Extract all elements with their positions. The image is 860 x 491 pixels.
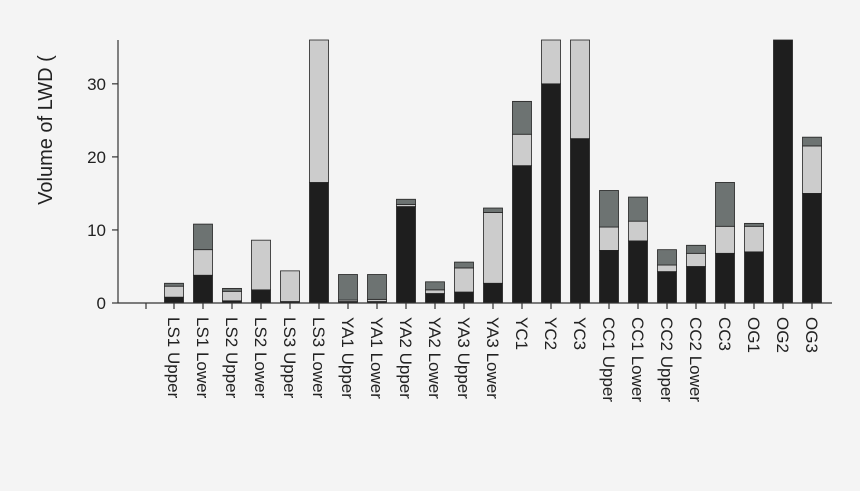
x-tick-label: YA2 Upper (396, 317, 415, 399)
x-tick-label: OG3 (802, 317, 821, 353)
bar-segment-1 (686, 266, 706, 304)
axes-group: 0 10 20 30 (87, 40, 832, 313)
y-tick-label: 30 (87, 75, 106, 94)
bar-segment-1 (425, 293, 445, 304)
bar-segment-1 (512, 165, 532, 304)
bar-segment-2 (251, 239, 271, 291)
x-tick-label: OG1 (744, 317, 763, 353)
x-tick-label: LS2 Lower (251, 317, 270, 399)
bar-segment-3 (454, 261, 474, 269)
y-axis-label: Volume of LWD ( (35, 55, 57, 205)
y-tick-label: 20 (87, 148, 106, 167)
bar-segment-3 (396, 198, 416, 205)
bar-segment-2 (599, 226, 619, 251)
bar-segment-2 (541, 39, 561, 85)
x-tick-label: YA1 Lower (367, 317, 386, 399)
bar-segment-2 (425, 289, 445, 294)
bar-segment-2 (193, 249, 213, 276)
bar-segment-3 (599, 190, 619, 228)
bar-segment-1 (570, 138, 590, 304)
bar-segment-1 (715, 252, 735, 304)
bar-segment-3 (512, 100, 532, 135)
bar-segment-2 (802, 145, 822, 194)
bar-segment-1 (744, 251, 764, 304)
bar-segment-1 (541, 83, 561, 304)
x-tick-label: CC3 (715, 317, 734, 351)
x-tick-label: YA2 Lower (425, 317, 444, 399)
bar-segment-2 (744, 225, 764, 253)
bars-group (164, 39, 822, 304)
bar-segment-2 (164, 285, 184, 298)
bar-segment-3 (744, 222, 764, 227)
bar-segment-2 (686, 252, 706, 267)
bar-segment-3 (164, 282, 184, 287)
bar-segment-1 (251, 289, 271, 304)
bar-segment-3 (802, 136, 822, 147)
bar-segment-3 (222, 287, 242, 292)
x-tick-label: YC1 (512, 317, 531, 350)
bar-segment-3 (193, 223, 213, 251)
bar-segment-3 (338, 274, 358, 301)
x-tick-label: YA3 Upper (454, 317, 473, 399)
x-tick-label: LS2 Upper (222, 317, 241, 399)
bar-segment-2 (222, 290, 242, 302)
bar-segment-1 (773, 39, 793, 304)
bar-segment-1 (802, 193, 822, 304)
bar-segment-3 (367, 274, 387, 300)
bar-segment-2 (280, 270, 300, 302)
bar-segment-3 (715, 182, 735, 227)
x-tick-label: LS3 Upper (280, 317, 299, 399)
x-tick-label: CC2 Upper (657, 317, 676, 402)
x-tick-label: CC1 Upper (599, 317, 618, 402)
bar-segment-3 (657, 249, 677, 266)
bar-segment-3 (483, 207, 503, 213)
bar-segment-2 (309, 39, 329, 183)
x-tick-label: CC2 Lower (686, 317, 705, 402)
bar-segment-1 (628, 240, 648, 304)
bar-segment-1 (193, 274, 213, 304)
bar-segment-1 (164, 296, 184, 304)
bar-segment-3 (686, 244, 706, 254)
bar-segment-2 (570, 39, 590, 140)
bar-segment-1 (657, 271, 677, 304)
x-tick-label: CC1 Lower (628, 317, 647, 402)
bar-segment-2 (483, 212, 503, 284)
bar-segment-1 (396, 206, 416, 304)
bar-segment-2 (715, 225, 735, 254)
bar-segment-2 (628, 220, 648, 242)
bar-segment-3 (628, 196, 648, 222)
bar-segment-1 (599, 249, 619, 304)
x-tick-labels: LS1 Upper LS1 Lower LS2 Upper LS2 Lower LS3 … (164, 317, 821, 402)
bar-segment-1 (483, 282, 503, 304)
x-tick-label: YA3 Lower (483, 317, 502, 399)
x-tick-label: YC3 (570, 317, 589, 350)
y-tick-label: 10 (87, 221, 106, 240)
x-tick-label: YA1 Upper (338, 317, 357, 399)
bar-segment-2 (657, 264, 677, 272)
bar-segment-2 (512, 133, 532, 167)
x-tick-label: OG2 (773, 317, 792, 353)
bar-segment-1 (454, 291, 474, 304)
bar-segment-3 (425, 281, 445, 291)
y-tick-label: 0 (97, 294, 106, 313)
x-tick-label: YC2 (541, 317, 560, 350)
bar-segment-2 (454, 267, 474, 293)
bar-segment-1 (309, 182, 329, 304)
x-tick-label: LS1 Upper (164, 317, 183, 399)
x-tick-label: LS1 Lower (193, 317, 212, 399)
x-tick-label: LS3 Lower (309, 317, 328, 399)
